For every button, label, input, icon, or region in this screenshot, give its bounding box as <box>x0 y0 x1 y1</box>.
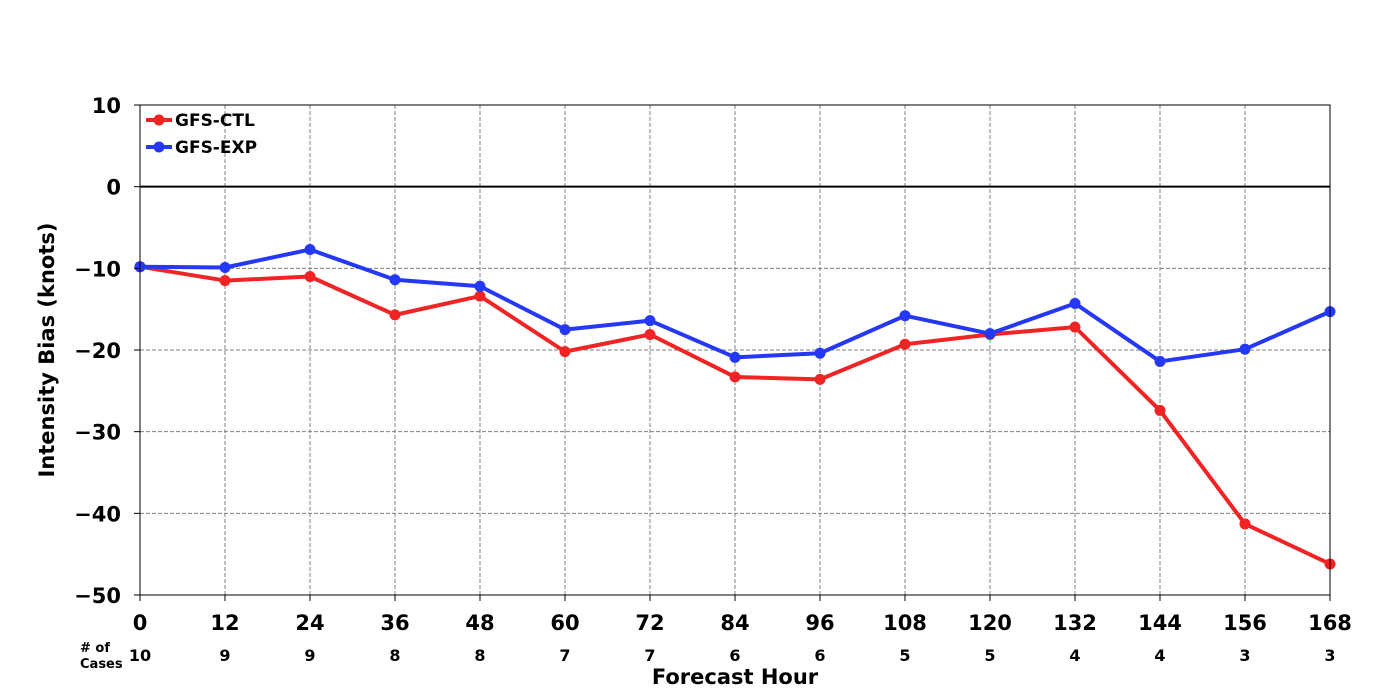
x-tick-label: 48 <box>465 611 494 635</box>
y-axis-label: Intensity Bias (knots) <box>35 223 59 478</box>
cases-count: 3 <box>1324 646 1335 665</box>
x-tick-label: 144 <box>1138 611 1182 635</box>
x-tick-label: 132 <box>1053 611 1097 635</box>
legend-swatch-marker <box>153 141 165 153</box>
data-point <box>1239 343 1251 355</box>
cases-count: 8 <box>389 646 400 665</box>
data-point <box>304 271 316 282</box>
legend: GFS-CTL GFS-EXP <box>146 111 257 158</box>
series-lines <box>134 244 1336 570</box>
grid-lines <box>140 105 1330 595</box>
y-tick-label: 0 <box>106 176 121 200</box>
cases-count: 10 <box>129 646 151 665</box>
y-tick-label: −40 <box>74 502 121 526</box>
x-tick-label: 24 <box>295 611 324 635</box>
x-axis-label: Forecast Hour <box>652 665 819 689</box>
x-tick-label: 36 <box>380 611 409 635</box>
cases-count: 6 <box>729 646 740 665</box>
data-point <box>219 262 231 274</box>
y-tick-label: −30 <box>74 421 121 445</box>
data-point <box>984 328 996 340</box>
data-point <box>1154 355 1166 367</box>
legend-label: GFS-CTL <box>175 111 255 131</box>
cases-count: 5 <box>984 646 995 665</box>
data-point <box>219 275 231 287</box>
cases-label-line2: Cases <box>80 657 123 672</box>
data-point <box>389 274 401 286</box>
data-point <box>899 310 911 322</box>
cases-count: 4 <box>1154 646 1165 665</box>
cases-count: 5 <box>899 646 910 665</box>
data-point <box>729 371 741 383</box>
data-point <box>814 373 826 385</box>
data-point <box>1069 321 1081 333</box>
x-tick-label: 96 <box>805 611 834 635</box>
cases-row: 10 9 9 8 8 7 7 6 6 5 5 4 4 3 3 <box>129 646 1336 665</box>
data-point <box>1154 404 1166 416</box>
legend-item: GFS-CTL <box>146 111 255 131</box>
cases-count: 8 <box>474 646 485 665</box>
y-tick-label: −50 <box>74 584 121 608</box>
data-point <box>559 324 571 336</box>
y-tick-label: 10 <box>92 94 121 118</box>
data-point <box>474 290 486 302</box>
data-point <box>814 347 826 359</box>
legend-swatch-marker <box>153 114 165 126</box>
legend-item: GFS-EXP <box>146 138 257 158</box>
x-tick-labels: 0 12 24 36 48 60 72 84 96 108 120 132 144 156 168 <box>133 595 1352 635</box>
data-point <box>899 338 911 350</box>
y-tick-label: −10 <box>74 257 121 281</box>
cases-count: 7 <box>644 646 655 665</box>
data-point <box>559 346 571 358</box>
data-point <box>304 244 316 256</box>
data-point <box>1239 518 1251 530</box>
x-tick-label: 168 <box>1308 611 1352 635</box>
legend-label: GFS-EXP <box>175 138 257 158</box>
cases-count: 4 <box>1069 646 1080 665</box>
cases-label-line1: # of <box>80 641 110 656</box>
data-point <box>389 309 401 321</box>
x-tick-label: 0 <box>133 611 148 635</box>
x-tick-label: 12 <box>210 611 239 635</box>
series-gfs-ctl <box>134 261 1336 570</box>
data-point <box>1069 297 1081 309</box>
data-point <box>644 328 656 340</box>
x-tick-label: 120 <box>968 611 1012 635</box>
x-tick-label: 84 <box>720 611 749 635</box>
data-point <box>729 351 741 363</box>
data-point <box>474 280 486 292</box>
cases-count: 7 <box>559 646 570 665</box>
y-tick-label: −20 <box>74 339 121 363</box>
x-tick-label: 156 <box>1223 611 1267 635</box>
data-point <box>644 315 656 327</box>
cases-count: 6 <box>814 646 825 665</box>
x-tick-label: 72 <box>635 611 664 635</box>
cases-count: 9 <box>219 646 230 665</box>
cases-count: 9 <box>304 646 315 665</box>
y-tick-labels: 10 0 −10 −20 −30 −40 −50 <box>74 94 140 608</box>
x-tick-label: 108 <box>883 611 927 635</box>
x-tick-label: 60 <box>550 611 579 635</box>
cases-count: 3 <box>1239 646 1250 665</box>
